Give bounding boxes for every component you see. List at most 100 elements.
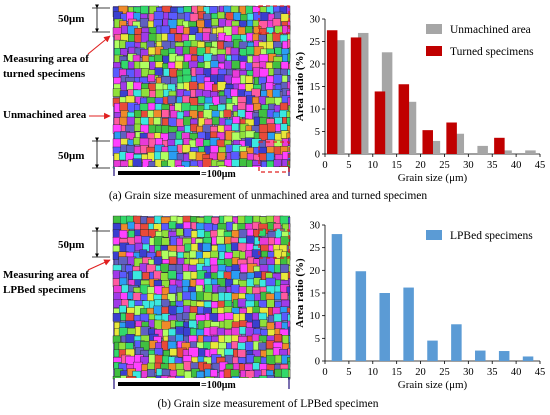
ebsd-grain <box>112 88 122 97</box>
ebsd-grain <box>167 341 177 350</box>
ebsd-grain <box>161 109 170 118</box>
ebsd-grain <box>182 312 190 320</box>
bar <box>422 130 433 154</box>
ebsd-grain <box>140 116 150 127</box>
y-tick-label: 5 <box>315 334 320 345</box>
ebsd-grain <box>175 334 184 343</box>
ebsd-grain <box>134 109 142 118</box>
bar <box>405 101 417 154</box>
bar <box>446 122 457 154</box>
bar <box>453 133 465 154</box>
ebsd-grain <box>202 242 212 252</box>
scale-bar-bg-a <box>115 167 288 178</box>
bar <box>522 356 534 361</box>
ebsd-grain <box>231 60 240 69</box>
ebsd-grain <box>174 60 183 69</box>
ebsd-grain <box>112 236 121 245</box>
ebsd-grain <box>244 215 253 224</box>
bar <box>334 40 345 154</box>
ebsd-grain <box>217 152 226 161</box>
ebsd-grain <box>154 137 163 146</box>
scale-bar-label-a: =100μm <box>201 169 236 180</box>
ebsd-grain <box>280 61 289 70</box>
ebsd-grain <box>237 298 247 308</box>
ebsd-grain <box>230 270 241 281</box>
measuring-box-lpbed <box>258 229 290 259</box>
ebsd-grain <box>216 228 225 237</box>
y-tick-label: 0 <box>315 357 320 368</box>
ebsd-grain <box>140 5 149 15</box>
x-tick-label: 0 <box>322 367 327 378</box>
x-tick-label: 35 <box>487 367 498 378</box>
ebsd-grain <box>168 221 177 230</box>
x-tick-label: 10 <box>368 367 379 378</box>
ebsd-grain <box>273 313 282 322</box>
ebsd-grain <box>272 18 281 27</box>
ebsd-grain <box>266 152 275 161</box>
ebsd-grain <box>112 313 122 322</box>
ebsd-grain <box>216 327 226 337</box>
label-lpbed-line1: Measuring area of <box>3 269 89 281</box>
ebsd-grain <box>266 299 275 308</box>
ebsd-grain <box>280 123 288 131</box>
ebsd-grain <box>251 249 261 259</box>
x-tick-label: 40 <box>511 160 522 171</box>
ebsd-grain <box>288 369 291 379</box>
ebsd-grain <box>237 109 246 118</box>
ebsd-grain <box>181 279 190 288</box>
ebsd-grain <box>175 326 185 336</box>
ebsd-grain <box>195 89 204 98</box>
ebsd-grain <box>188 320 197 329</box>
ebsd-grain <box>266 322 275 330</box>
ebsd-grain <box>181 33 190 42</box>
caption-a: (a) Grain size measurement of unmachined… <box>109 190 428 202</box>
x-tick-label: 20 <box>415 367 426 378</box>
ebsd-grain <box>196 291 205 301</box>
ebsd-grain <box>246 354 255 364</box>
x-tick-label: 30 <box>463 367 474 378</box>
y-tick-label: 25 <box>310 243 321 254</box>
bar <box>451 324 462 361</box>
chart-a: 0 5 10 15 20 25 30 0 5 10 15 20 25 30 35 40 45 Grain size… <box>294 15 545 185</box>
ebsd-grain <box>237 26 247 36</box>
ebsd-grain <box>258 342 267 351</box>
ebsd-grain <box>280 292 289 300</box>
bar <box>381 52 393 154</box>
ebsd-grain <box>240 151 248 159</box>
ebsd-grain <box>238 286 247 295</box>
ebsd-grain <box>147 369 156 377</box>
x-tick-label: 5 <box>346 160 351 171</box>
ebsd-grain <box>251 319 261 328</box>
ebsd-grains-a <box>112 5 291 169</box>
ebsd-grain <box>155 89 164 99</box>
ebsd-grain <box>232 12 242 21</box>
ebsd-grain <box>125 312 135 322</box>
ebsd-grain <box>168 284 178 294</box>
y-tick-label: 15 <box>310 82 321 93</box>
ebsd-grain <box>209 33 218 42</box>
ebsd-grain <box>125 264 134 273</box>
ebsd-grain <box>252 11 263 22</box>
ebsd-grain <box>118 305 127 313</box>
ebsd-grain <box>175 228 184 236</box>
ebsd-grain <box>231 123 240 131</box>
scale-bar-bg-b <box>115 378 288 390</box>
ebsd-grain <box>230 47 239 57</box>
ebsd-grain <box>289 236 291 246</box>
ebsd-grain <box>119 277 128 286</box>
micrograph-a: =100μm <box>112 5 291 180</box>
ebsd-grain <box>182 221 191 230</box>
legend-swatch <box>426 24 442 34</box>
ebsd-grain <box>127 221 135 230</box>
bar <box>498 351 510 361</box>
ebsd-grain <box>147 102 156 111</box>
ebsd-grain <box>132 270 143 281</box>
x-tick-label: 40 <box>511 367 522 378</box>
ebsd-grain <box>280 272 290 282</box>
ebsd-grain <box>197 96 206 104</box>
ebsd-grain <box>219 95 228 104</box>
ebsd-grain <box>245 46 255 55</box>
x-tick-label: 0 <box>322 160 327 171</box>
x-tick-label: 35 <box>487 160 498 171</box>
measuring-box-turned <box>258 5 290 34</box>
